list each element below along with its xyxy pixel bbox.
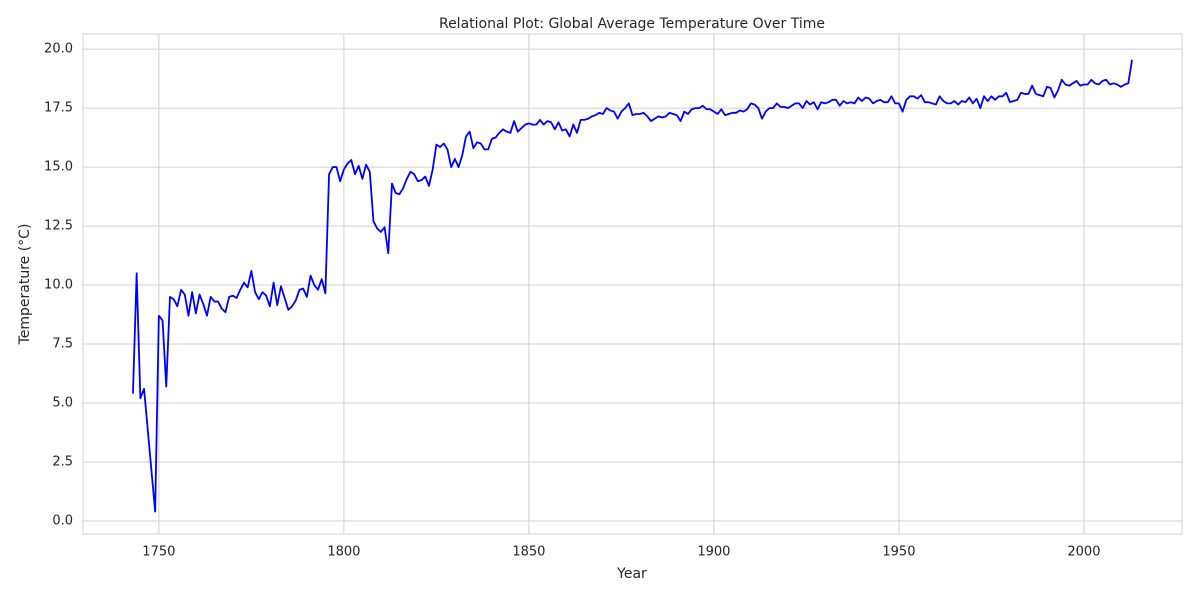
y-tick-label: 12.5 [44, 219, 73, 234]
plot-area [82, 33, 1183, 535]
y-tick-label: 2.5 [52, 455, 73, 470]
y-tick-label: 17.5 [44, 101, 73, 116]
y-tick-label: 10.0 [44, 278, 73, 293]
y-tick-label: 5.0 [52, 396, 73, 411]
x-tick-label: 1850 [512, 545, 545, 560]
x-tick-label: 1950 [882, 545, 915, 560]
data-line [132, 59, 1133, 513]
x-tick-label: 1900 [697, 545, 730, 560]
y-tick-label: 20.0 [44, 42, 73, 57]
x-tick-label: 1800 [327, 545, 360, 560]
y-axis-label: Temperature (°C) [17, 224, 33, 346]
x-axis-label: Year [616, 566, 647, 582]
chart-title: Relational Plot: Global Average Temperat… [439, 16, 825, 32]
y-tick-label: 15.0 [44, 160, 73, 175]
x-tick-label: 2000 [1067, 545, 1100, 560]
y-tick-label: 7.5 [52, 337, 73, 352]
x-tick-label: 1750 [142, 545, 175, 560]
y-tick-label: 0.0 [52, 514, 73, 529]
